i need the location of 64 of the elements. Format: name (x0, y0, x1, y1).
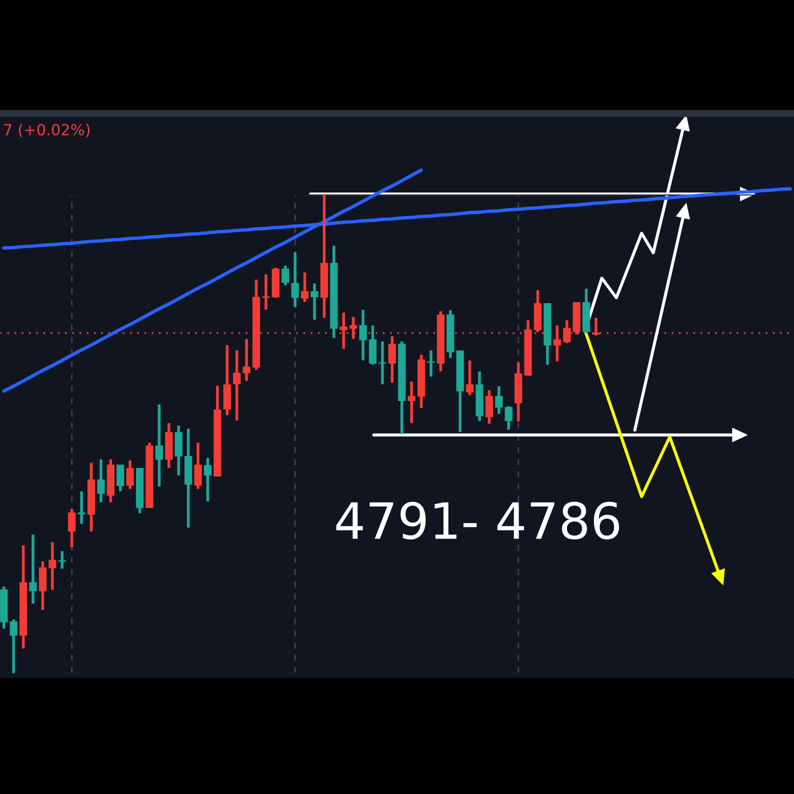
candlestick (29, 534, 37, 604)
candlestick (310, 283, 318, 320)
candlestick (48, 542, 56, 590)
candlestick (466, 360, 474, 396)
candlestick (184, 428, 192, 528)
candlestick (378, 341, 386, 384)
candlestick (456, 350, 464, 432)
candlestick (572, 302, 580, 335)
candlestick (78, 491, 86, 524)
candlestick (262, 274, 270, 310)
candlestick (10, 620, 18, 673)
candlestick (534, 290, 542, 332)
candlestick (272, 268, 280, 298)
candlestick (126, 460, 134, 489)
candlestick (116, 464, 124, 492)
candlestick (582, 288, 590, 334)
candlestick (165, 423, 173, 468)
candlestick (485, 390, 494, 424)
candlestick (58, 551, 66, 569)
candlestick (524, 320, 532, 376)
candlestick (514, 362, 522, 422)
candlestick (359, 310, 367, 360)
candlestick (87, 462, 96, 532)
candlestick (408, 381, 416, 423)
candlestick (544, 303, 552, 365)
candlestick (19, 545, 28, 649)
candlestick (242, 338, 250, 381)
candlestick (350, 316, 358, 339)
candlestick (476, 371, 484, 422)
candlestick (155, 404, 164, 487)
candlestick (330, 246, 338, 338)
candlestick (233, 350, 241, 421)
candlestick (320, 195, 328, 318)
candlestick (136, 468, 144, 514)
candlestick (291, 252, 299, 308)
candlestick (427, 350, 435, 377)
candlestick (300, 272, 309, 302)
candlestick (223, 345, 231, 416)
candlestick (398, 341, 406, 434)
candlestick (592, 318, 600, 336)
candlestick (417, 354, 426, 408)
candlestick (368, 326, 377, 365)
candlestick (252, 280, 260, 370)
candlestick (436, 311, 444, 372)
candlestick (504, 406, 512, 430)
candlestick (174, 425, 182, 476)
candlestick (563, 320, 571, 344)
candlestick (553, 326, 561, 362)
candlestick (68, 509, 76, 548)
candlestick (0, 586, 8, 628)
candlestick (495, 386, 503, 414)
candlestick (282, 266, 290, 286)
candlestick (446, 310, 454, 358)
annotation: 4791- 4786 (336, 502, 620, 540)
candlestick (214, 386, 222, 476)
candlestick (340, 312, 348, 349)
candlestick (146, 442, 154, 508)
candlestick (97, 459, 105, 502)
candlestick (106, 459, 114, 502)
candlestick (38, 561, 47, 610)
candlestick (194, 442, 202, 489)
text: 7 (+0.02%) (4, 124, 90, 138)
candlestick (388, 336, 396, 383)
candlestick (204, 458, 212, 502)
